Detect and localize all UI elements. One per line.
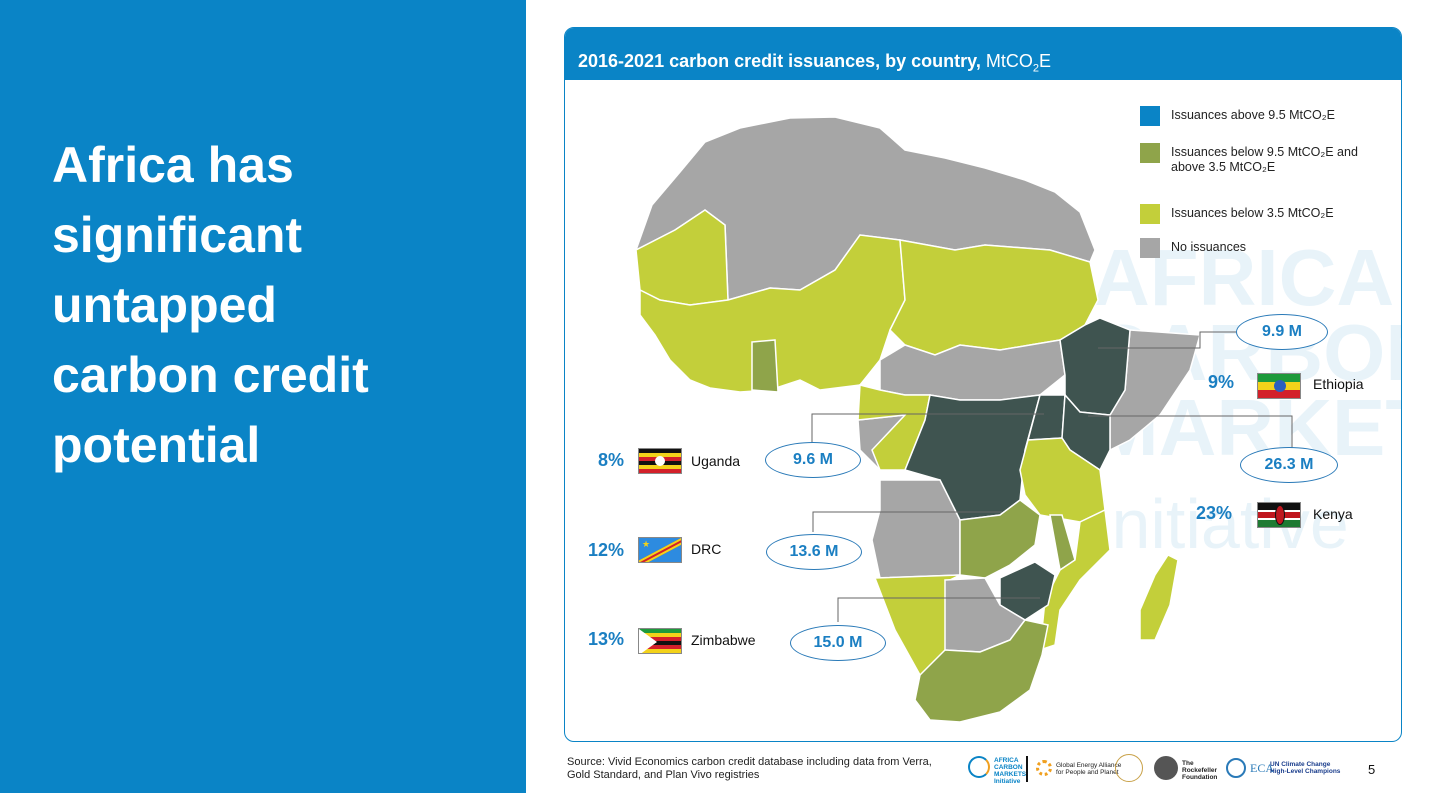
source-note: Source: Vivid Economics carbon credit da… — [567, 756, 932, 781]
pct-ethiopia: 9% — [1208, 372, 1235, 392]
leader-line-kenya — [1088, 415, 1293, 448]
page-number: 5 — [1368, 762, 1376, 777]
flag-ethiopia-icon — [1257, 373, 1301, 399]
headline-line: Africa has — [52, 137, 294, 193]
leader-line-zimbabwe — [837, 597, 1040, 622]
rockefeller-logo-icon — [1154, 756, 1178, 780]
leader-lines — [811, 331, 1293, 622]
un-logo-icon — [1226, 758, 1246, 778]
region-mozambique — [1039, 508, 1111, 652]
headline-line: carbon credit — [52, 347, 369, 403]
flag-uganda-icon — [638, 448, 682, 474]
region-ethiopia — [1059, 317, 1131, 416]
value-bubble-zimbabwe: 15.0 M — [790, 625, 886, 661]
leader-line-ethiopia — [1098, 331, 1236, 349]
flag-kenya-icon — [1257, 502, 1301, 528]
headline-line: untapped — [52, 277, 277, 333]
pct-uganda: 8% — [598, 450, 625, 470]
africa-map: AFRICA CARBON MARKETS Initiative — [634, 116, 1402, 723]
region-ghana — [751, 339, 779, 393]
flag-drc-icon: ★ — [638, 537, 682, 563]
partner-logos: AFRICA CARBON MARKETS Initiative Global Ene… — [968, 752, 1348, 786]
value-bubble-uganda: 9.6 M — [765, 442, 861, 478]
country-label-ethiopia: Ethiopia — [1313, 376, 1364, 392]
legend-swatch — [1140, 204, 1160, 224]
logo-divider — [1026, 756, 1028, 782]
value-bubble-kenya: 26.3 M — [1240, 447, 1338, 483]
title-panel: Africa has significant untapped carbon c… — [0, 0, 526, 793]
country-label-uganda: Uganda — [691, 453, 741, 469]
eca-logo: ECA — [1250, 761, 1274, 775]
gea-logo-icon — [1036, 760, 1052, 776]
headline-line: potential — [52, 417, 261, 473]
region-madagascar — [1139, 554, 1179, 641]
region-car — [879, 339, 1066, 401]
watermark-line: Initiative — [1092, 485, 1349, 563]
pct-zimbabwe: 13% — [588, 629, 625, 649]
value-bubble-ethiopia: 9.9 M — [1236, 314, 1328, 350]
leader-line-drc — [812, 511, 1002, 532]
legend-label: Issuances below 9.5 MtCO₂E and above 3.5… — [1171, 145, 1358, 174]
pct-drc: 12% — [588, 540, 625, 560]
chart-title-unit: MtCO2E — [985, 51, 1052, 75]
country-label-zimbabwe: Zimbabwe — [691, 632, 756, 648]
country-label-drc: DRC — [691, 541, 722, 557]
legend-label: Issuances above 9.5 MtCO₂E — [1171, 108, 1335, 122]
chart-title: 2016-2021 carbon credit issuances, by co… — [565, 28, 1401, 80]
region-south-africa — [914, 619, 1049, 723]
acmi-logo-icon — [968, 756, 990, 778]
chart-title-main: 2016-2021 carbon credit issuances, by co… — [578, 51, 981, 71]
star-icon: ★ — [642, 539, 651, 549]
legend-swatch — [1140, 143, 1160, 163]
country-label-kenya: Kenya — [1313, 506, 1353, 522]
slide-headline: Africa has significant untapped carbon c… — [52, 130, 492, 480]
value-bubble-drc: 13.6 M — [766, 534, 862, 570]
region-zambia — [959, 499, 1041, 579]
seal-logo-icon — [1115, 754, 1143, 782]
flag-zimbabwe-icon — [638, 628, 682, 654]
region-angola — [871, 479, 961, 579]
legend-swatch — [1140, 106, 1160, 126]
legend-label: No issuances — [1171, 240, 1247, 254]
pct-kenya: 23% — [1196, 503, 1233, 523]
leader-line-uganda — [811, 413, 1044, 443]
headline-line: significant — [52, 207, 303, 263]
legend-swatch — [1140, 238, 1160, 258]
legend-label: Issuances below 3.5 MtCO₂E — [1171, 206, 1334, 220]
